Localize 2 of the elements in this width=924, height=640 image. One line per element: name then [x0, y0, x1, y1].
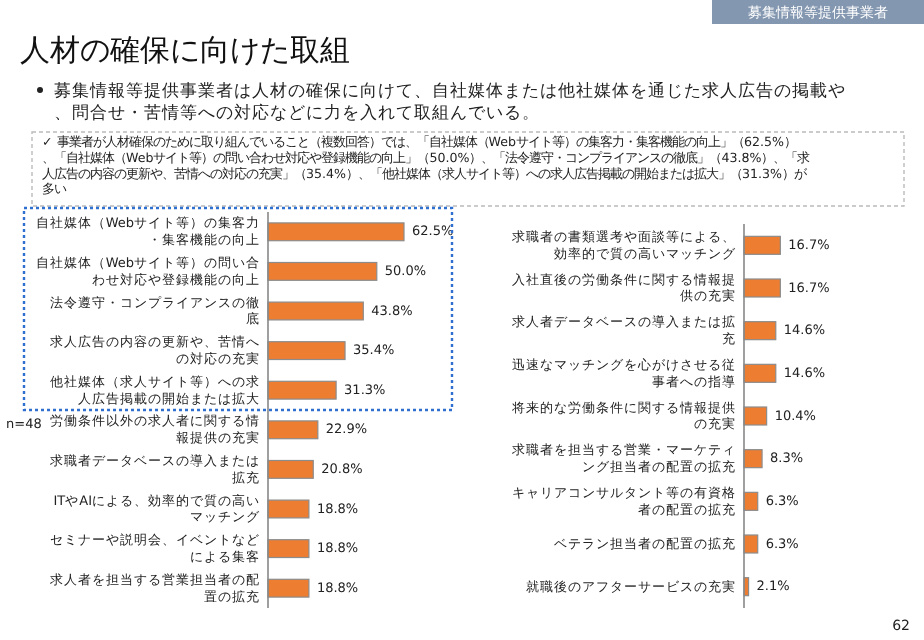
- text: 募集情報等提供事業者は人材の確保に向けて、自社媒体または他社媒体を通じた求人広告の掲載や、問合せ・苦情等への対応などに力を入れて取組んでいる。: [54, 80, 846, 125]
- chart-title: 人材の確保に向けた取組: [20, 32, 350, 68]
